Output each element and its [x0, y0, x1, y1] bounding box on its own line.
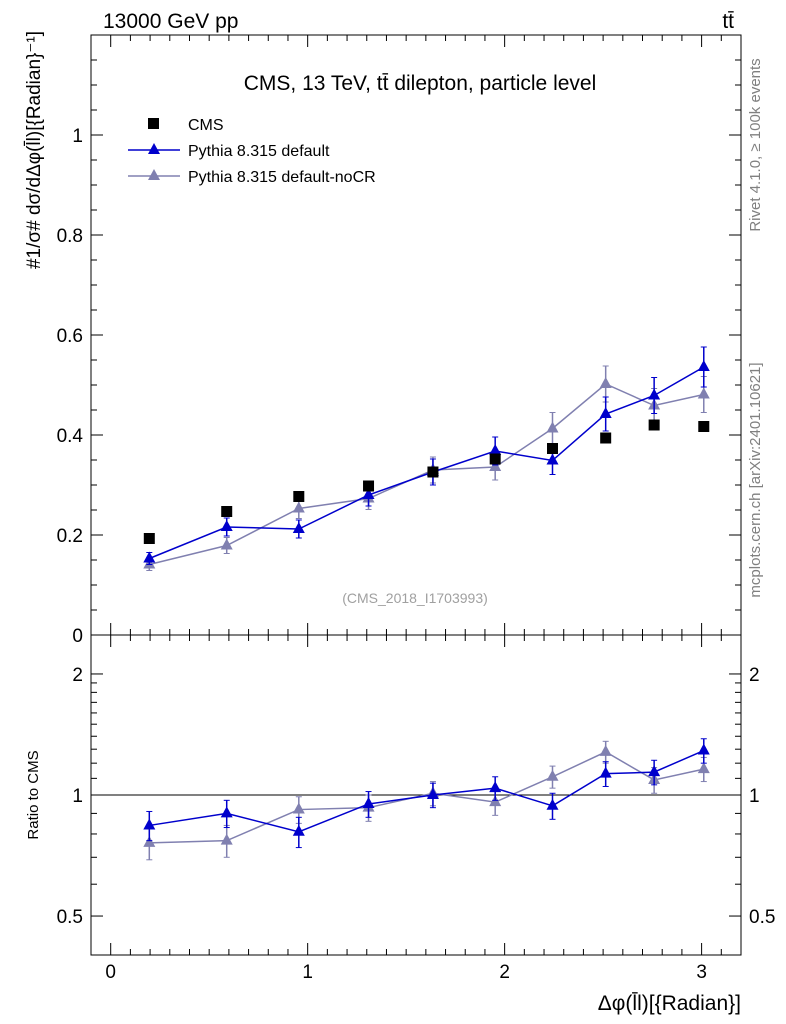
main-y-tick-label: 0.4: [57, 426, 84, 447]
default-point: [489, 444, 502, 455]
ratio-default-point: [697, 743, 710, 755]
ratio-nocr-line: [149, 751, 704, 844]
ratio-default-point: [489, 781, 502, 793]
default-point: [546, 453, 559, 465]
default-point: [599, 407, 612, 418]
ratio-nocr-point: [220, 833, 233, 845]
default-point: [143, 551, 156, 563]
main-y-axis-title: #1/σ# dσ/dΔφ(l̄l)[{Radian}⁻¹]: [24, 31, 45, 269]
header-energy-label: 13000 GeV pp: [103, 10, 238, 33]
ratio-y-tick-labels: 0.5 0.5 1 1 2 2: [57, 665, 776, 928]
ratio-nocr-point: [546, 769, 559, 781]
legend-label-cms: CMS: [188, 117, 224, 134]
ratio-default-point: [648, 765, 661, 777]
main-y-tick-labels: 0 0.2 0.4 0.6 0.8 1: [57, 126, 84, 647]
ratio-nocr-point: [292, 802, 305, 814]
legend-label-nocr: Pythia 8.315 default-noCR: [188, 169, 376, 186]
cms-point: [547, 443, 558, 454]
ratio-y-tick-label-right: 0.5: [749, 907, 775, 928]
ratio-default-point: [143, 818, 156, 830]
ratio-y-tick-label-left: 2: [72, 665, 83, 686]
cms-point: [221, 506, 233, 517]
nocr-point: [546, 421, 559, 433]
ratio-y-tick-label-right: 1: [749, 786, 760, 807]
x-tick-label: 1: [302, 962, 313, 983]
ratio-nocr-point: [143, 835, 156, 847]
rivet-version-label: Rivet 4.1.0, ≥ 100k events: [747, 58, 764, 231]
analysis-watermark: (CMS_2018_I1703993): [342, 590, 488, 606]
mcplots-source-label: mcplots.cern.ch [arXiv:2401.10621]: [747, 362, 764, 597]
ratio-y-tick-label-left: 1: [72, 786, 83, 807]
cms-point: [427, 466, 439, 478]
ratio-default-point: [362, 796, 375, 808]
ratio-axis-ticks: [91, 635, 742, 956]
legend-marker-cms: [148, 118, 159, 129]
cms-point: [698, 421, 710, 432]
ratio-default-point: [426, 788, 439, 799]
nocr-line: [149, 383, 704, 566]
ratio-nocr-point: [697, 762, 710, 774]
nocr-point: [220, 538, 233, 550]
main-y-tick-label: 0.8: [57, 226, 83, 247]
ratio-default-line: [149, 749, 705, 833]
cms-point: [293, 491, 305, 502]
main-y-tick-label: 0.2: [57, 526, 83, 547]
legend: CMS Pythia 8.315 default Pythia 8.315 de…: [128, 117, 376, 186]
default-point: [292, 522, 305, 533]
header-process-label: tt̄: [722, 10, 734, 33]
ratio-nocr-point: [599, 744, 612, 756]
default-point: [220, 520, 233, 531]
legend-marker-default: [148, 143, 160, 154]
nocr-point: [292, 501, 305, 513]
cms-point: [363, 480, 375, 492]
default-point: [697, 360, 710, 371]
ratio-default-point: [292, 824, 305, 836]
main-y-tick-label: 1: [72, 126, 83, 147]
main-y-axis-label: #1/σ# dσ/dΔφ(l̄l)[{Radian}⁻¹]: [24, 31, 45, 269]
legend-marker-nocr: [148, 169, 160, 180]
cms-point: [648, 419, 660, 431]
plot-title: CMS, 13 TeV, tt̄ dilepton, particle leve…: [244, 72, 597, 95]
x-tick-label: 3: [696, 962, 707, 983]
ratio-y-tick-label-right: 2: [749, 665, 760, 686]
ratio-data-series: [143, 738, 710, 861]
default-point: [648, 388, 661, 400]
ratio-default-point: [220, 806, 233, 818]
ratio-default-point: [599, 766, 612, 778]
x-tick-label: 0: [105, 962, 116, 983]
ratio-y-tick-label-left: 0.5: [57, 907, 83, 928]
main-plot-panel: 0 0.2 0.4 0.6 0.8 1 CMS, 13 TeV, tt̄ dilepton…: [24, 31, 742, 647]
main-data-series: [143, 346, 710, 571]
x-tick-label: 2: [499, 962, 510, 983]
nocr-point: [697, 387, 710, 399]
cms-point: [600, 432, 612, 444]
x-tick-labels: 0 1 2 3: [105, 962, 706, 983]
default-point: [362, 488, 375, 499]
main-y-tick-label: 0: [72, 626, 83, 647]
cms-point: [489, 453, 501, 465]
x-axis-label: Δφ(l̄l)[{Radian}]: [598, 991, 741, 1015]
legend-label-default: Pythia 8.315 default: [188, 143, 330, 160]
default-line: [149, 366, 705, 560]
cms-point: [143, 533, 155, 544]
main-axis-ticks: [91, 34, 742, 636]
ratio-default-point: [546, 798, 559, 810]
ratio-y-axis-label: Ratio to CMS: [25, 750, 42, 839]
nocr-point: [599, 377, 612, 388]
ratio-plot-panel: 0.5 0.5 1 1 2 2 0 1 2 3 Ratio to CMS Δφ(l̄l)[{Ra…: [25, 634, 776, 1015]
main-y-tick-label: 0.6: [57, 326, 83, 347]
